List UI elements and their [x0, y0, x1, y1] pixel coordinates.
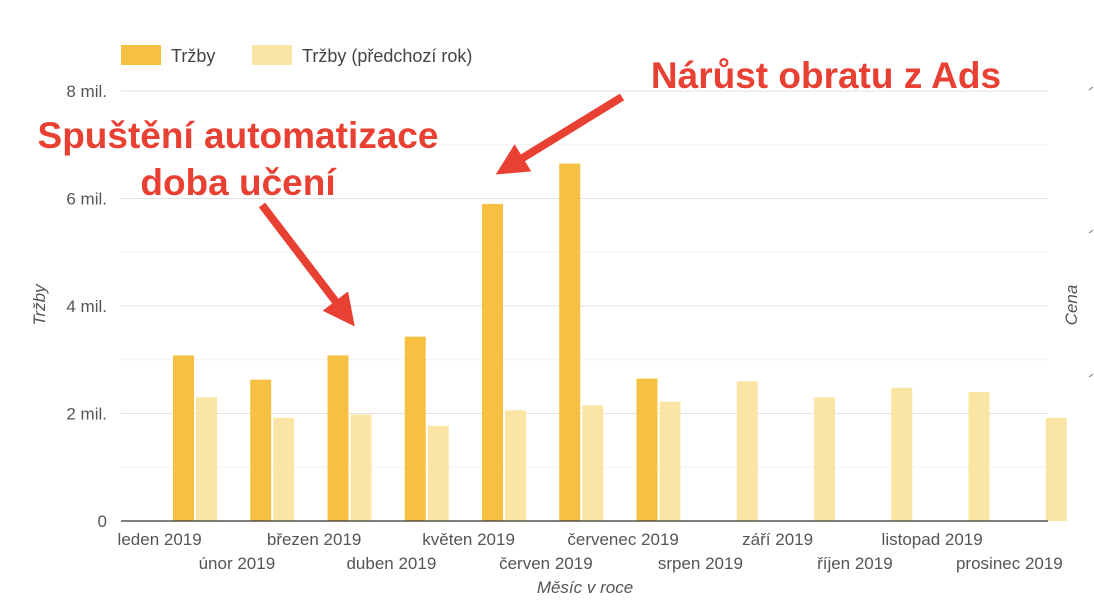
x-tick-label: leden 2019: [118, 530, 202, 549]
legend-swatch: [252, 45, 292, 65]
y2-axis-title: Cena: [1062, 285, 1081, 326]
x-tick-label: únor 2019: [199, 554, 276, 573]
bar-trzby: [404, 336, 426, 521]
annotation-automation-line-1: Spuštění automatizace: [38, 115, 439, 156]
bar-trzby-predchozi-rok: [968, 392, 990, 521]
bar-trzby: [482, 203, 503, 521]
y-axis-title: Tržby: [30, 283, 49, 326]
bar-trzby-predchozi-rok: [427, 425, 449, 521]
x-tick-label: srpen 2019: [658, 554, 743, 573]
x-tick-label: duben 2019: [346, 554, 436, 573]
x-axis-title: Měsíc v roce: [537, 578, 633, 597]
bar-trzby: [173, 355, 194, 521]
bar-trzby-predchozi-rok: [736, 381, 758, 521]
x-tick-label: červen 2019: [499, 554, 593, 573]
bars: [173, 163, 1067, 521]
y-tick-label: 2 mil.: [66, 405, 107, 424]
legend: Tržby Tržby (předchozí rok): [121, 45, 472, 66]
x-tick-label: září 2019: [742, 530, 813, 549]
y2-tick-mark: [1088, 86, 1094, 91]
bar-trzby-predchozi-rok: [1045, 417, 1067, 521]
y-tick-label: 0: [98, 512, 107, 531]
bar-trzby-predchozi-rok: [659, 401, 681, 521]
x-tick-label: červenec 2019: [567, 530, 679, 549]
annotation-growth-line-1: Nárůst obratu z Ads: [651, 55, 1001, 96]
annotation-growth-arrow: [495, 93, 625, 175]
bar-trzby-predchozi-rok: [814, 397, 835, 521]
legend-label: Tržby: [171, 46, 215, 66]
bar-trzby-predchozi-rok: [350, 414, 372, 521]
bar-trzby-predchozi-rok: [582, 405, 604, 521]
bar-trzby: [636, 378, 658, 521]
bar-trzby: [250, 379, 272, 521]
legend-label: Tržby (předchozí rok): [302, 46, 472, 66]
axes: 0 2 mil. 4 mil. 6 mil. 8 mil. leden 2019 únor …: [66, 82, 1094, 573]
y-tick-label: 6 mil.: [66, 190, 107, 209]
legend-swatch: [121, 45, 161, 65]
bar-trzby: [327, 355, 349, 521]
y2-tick-mark: [1088, 373, 1094, 378]
x-tick-label: květen 2019: [422, 530, 515, 549]
bar-trzby-predchozi-rok: [273, 417, 295, 521]
y-tick-label: 8 mil.: [66, 82, 107, 101]
annotation-automation-arrow: [258, 202, 355, 327]
annotation-automation: Spuštění automatizace doba učení: [38, 115, 439, 327]
x-tick-label: listopad 2019: [882, 530, 983, 549]
x-tick-label: prosinec 2019: [956, 554, 1063, 573]
bar-trzby: [559, 163, 581, 521]
bar-trzby-predchozi-rok: [505, 410, 526, 521]
y-tick-label: 4 mil.: [66, 297, 107, 316]
annotation-growth: Nárůst obratu z Ads: [495, 55, 1001, 175]
bar-trzby-predchozi-rok: [891, 387, 913, 521]
y2-tick-mark: [1088, 229, 1094, 234]
gridlines: [121, 90, 1048, 468]
x-tick-label: březen 2019: [267, 530, 362, 549]
annotation-automation-line-2: doba učení: [140, 162, 337, 203]
bar-trzby-predchozi-rok: [196, 397, 217, 521]
x-tick-label: říjen 2019: [817, 554, 893, 573]
